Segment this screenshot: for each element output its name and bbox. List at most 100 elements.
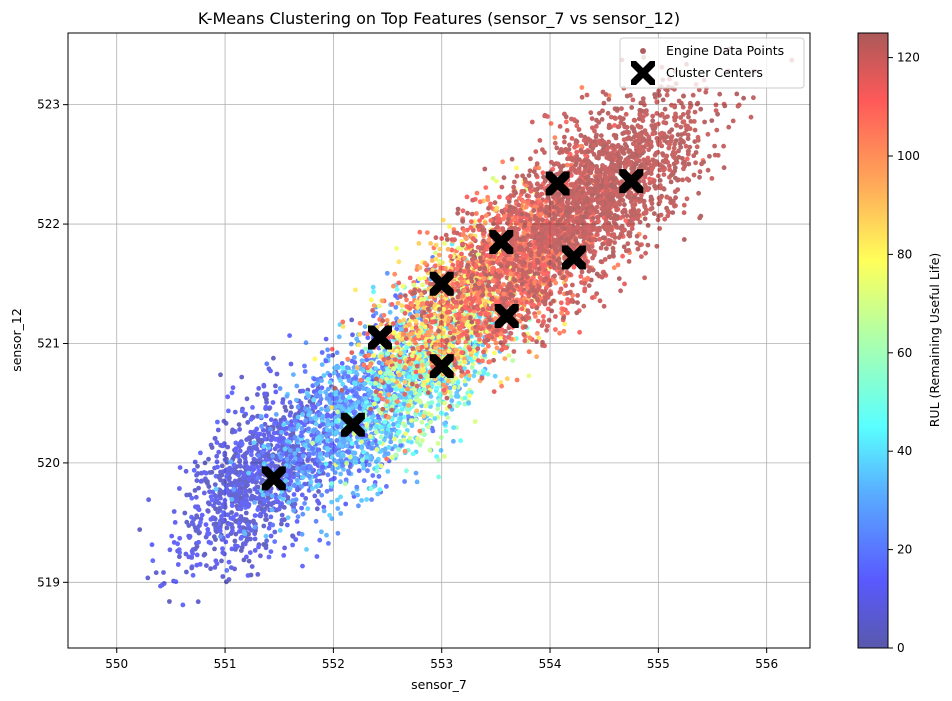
data-point: [225, 394, 231, 400]
data-point: [437, 398, 442, 403]
data-point: [323, 358, 329, 364]
data-point: [564, 162, 570, 168]
data-point: [332, 370, 337, 376]
data-point: [249, 477, 255, 483]
data-point: [145, 575, 151, 581]
data-point: [383, 371, 389, 377]
data-point: [146, 497, 152, 503]
data-point: [385, 469, 391, 474]
data-point: [392, 271, 398, 277]
data-point: [292, 451, 298, 456]
data-point: [172, 520, 178, 525]
data-point: [270, 400, 276, 405]
data-point: [209, 497, 215, 503]
data-point: [377, 393, 383, 398]
data-point: [217, 528, 223, 534]
data-point: [327, 379, 333, 385]
data-point: [374, 424, 379, 429]
data-point: [222, 517, 228, 523]
data-point: [175, 541, 181, 547]
data-point: [354, 336, 360, 342]
data-point: [419, 419, 425, 425]
data-point: [366, 353, 372, 358]
data-point: [402, 391, 408, 397]
data-point: [391, 377, 396, 383]
data-point: [303, 496, 309, 501]
data-point: [311, 397, 316, 403]
data-point: [291, 471, 297, 476]
data-point: [177, 554, 182, 560]
data-point: [361, 449, 366, 455]
data-point: [353, 376, 358, 381]
data-point: [295, 461, 300, 467]
data-point: [261, 432, 267, 438]
data-point: [219, 514, 224, 519]
data-point: [229, 510, 235, 515]
data-point: [204, 479, 209, 484]
data-point: [371, 353, 377, 358]
data-point: [579, 85, 585, 90]
data-point: [275, 430, 280, 436]
data-point: [232, 409, 238, 415]
data-point: [212, 565, 218, 570]
data-point: [437, 348, 443, 354]
data-point: [364, 455, 369, 460]
data-point: [201, 490, 207, 496]
data-point: [233, 543, 238, 548]
data-point: [371, 303, 377, 308]
data-point: [271, 355, 276, 361]
data-point: [405, 386, 410, 392]
data-point: [420, 282, 425, 288]
data-point: [238, 503, 244, 509]
data-point: [346, 470, 352, 476]
data-point: [462, 395, 468, 401]
data-point: [229, 480, 234, 486]
data-point: [429, 412, 434, 418]
chart-title: K-Means Clustering on Top Features (sens…: [198, 9, 680, 29]
data-point: [402, 365, 408, 370]
data-point: [312, 493, 318, 499]
data-point: [410, 451, 416, 457]
data-point: [270, 522, 276, 528]
data-point: [386, 444, 392, 450]
data-point: [282, 404, 288, 410]
data-point: [339, 443, 345, 449]
data-point: [497, 194, 502, 200]
data-point: [295, 414, 301, 420]
data-point: [393, 304, 399, 310]
data-point: [373, 389, 379, 395]
data-point: [193, 528, 199, 533]
data-point: [389, 455, 395, 460]
data-point: [440, 330, 446, 336]
data-point: [546, 317, 552, 323]
data-point: [272, 529, 278, 535]
data-point: [421, 379, 427, 385]
data-point: [378, 463, 384, 469]
data-point: [277, 426, 282, 431]
data-point: [622, 281, 627, 287]
data-point: [409, 423, 415, 429]
data-point: [264, 538, 269, 544]
data-point: [340, 453, 346, 459]
data-point: [452, 328, 457, 334]
data-point: [244, 396, 250, 402]
data-point: [252, 513, 258, 518]
data-point: [352, 450, 358, 456]
data-point: [586, 283, 592, 288]
data-point: [208, 566, 214, 572]
data-point: [273, 437, 278, 442]
data-point: [223, 467, 229, 473]
data-point: [321, 504, 327, 510]
data-point: [227, 475, 232, 481]
data-point: [474, 211, 479, 216]
data-point: [443, 428, 449, 434]
data-point: [445, 415, 451, 420]
data-point: [414, 479, 420, 485]
data-point: [230, 385, 236, 391]
data-point: [441, 387, 447, 393]
data-point: [381, 357, 387, 362]
data-point: [194, 544, 200, 549]
data-point: [218, 534, 223, 539]
data-point: [313, 421, 319, 427]
